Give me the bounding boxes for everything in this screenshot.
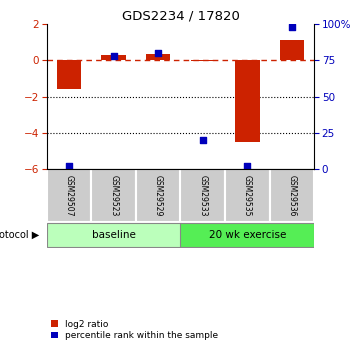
Bar — [180, 169, 225, 222]
Point — [111, 53, 117, 59]
Title: GDS2234 / 17820: GDS2234 / 17820 — [122, 10, 239, 23]
Bar — [225, 169, 270, 222]
Point — [155, 50, 161, 56]
Legend: log2 ratio, percentile rank within the sample: log2 ratio, percentile rank within the s… — [52, 320, 218, 341]
Bar — [136, 169, 180, 222]
Bar — [47, 223, 180, 247]
Point — [66, 164, 72, 169]
Bar — [146, 54, 170, 60]
Text: GSM29536: GSM29536 — [287, 175, 296, 216]
Bar — [279, 40, 304, 60]
Text: GSM29523: GSM29523 — [109, 175, 118, 216]
Text: baseline: baseline — [92, 230, 136, 240]
Bar — [235, 60, 260, 142]
Bar — [101, 55, 126, 60]
Text: GSM29533: GSM29533 — [198, 175, 207, 216]
Text: GSM29529: GSM29529 — [154, 175, 163, 216]
Bar — [91, 169, 136, 222]
Bar — [191, 60, 215, 61]
Bar — [270, 169, 314, 222]
Bar — [180, 223, 314, 247]
Bar — [57, 60, 82, 89]
Point — [244, 164, 250, 169]
Point — [200, 137, 206, 143]
Text: GSM29535: GSM29535 — [243, 175, 252, 216]
Text: protocol ▶: protocol ▶ — [0, 230, 40, 240]
Point — [289, 24, 295, 30]
Bar — [47, 169, 91, 222]
Text: GSM29507: GSM29507 — [65, 175, 74, 216]
Text: 20 wk exercise: 20 wk exercise — [209, 230, 286, 240]
